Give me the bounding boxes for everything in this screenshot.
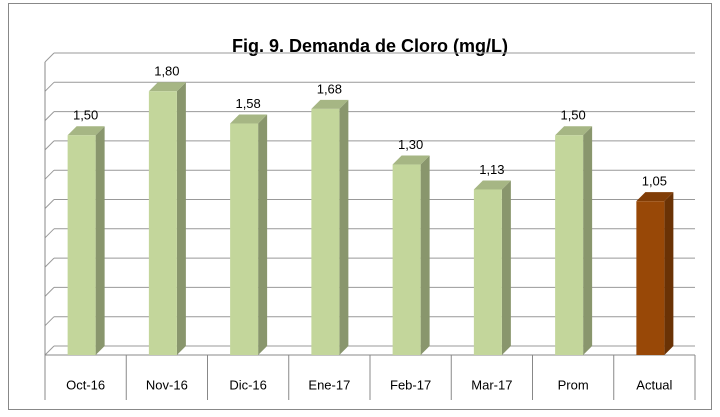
x-tick-label: Prom [558, 377, 589, 392]
x-tick-label: Mar-17 [471, 377, 512, 392]
grid-line-side [44, 316, 55, 327]
bar-top [555, 126, 593, 136]
data-label: 1,50 [560, 108, 585, 123]
grid-line-side [44, 111, 55, 121]
bar-top [148, 82, 186, 92]
bar [230, 123, 259, 355]
bar-side [339, 99, 349, 355]
grid-line-side [44, 199, 55, 209]
bar [473, 189, 502, 355]
grid-line-side [44, 52, 55, 63]
x-tick-label: Dic-16 [229, 377, 267, 392]
bar [636, 201, 665, 355]
data-label: 1,30 [398, 137, 423, 152]
bar [392, 164, 421, 355]
grid-line-side [44, 169, 55, 180]
bar-top [473, 180, 511, 190]
grid-line-side [44, 257, 55, 268]
chart-title: Fig. 9. Demanda de Cloro (mg/L) [232, 36, 508, 56]
bar [555, 135, 584, 355]
grid-line-side [44, 228, 55, 239]
bar-side [95, 126, 105, 355]
data-label: 1,68 [317, 81, 342, 96]
bar [148, 91, 177, 356]
data-label: 1,05 [642, 174, 667, 189]
grid-line-side [44, 140, 55, 151]
bar-top [311, 99, 349, 109]
x-tick-label: Oct-16 [66, 377, 105, 392]
chart-border [8, 3, 712, 410]
x-tick-label: Ene-17 [308, 377, 350, 392]
data-label: 1,58 [235, 96, 260, 111]
x-tick-label: Nov-16 [146, 377, 188, 392]
bar [67, 135, 96, 355]
data-label: 1,80 [154, 64, 179, 79]
bar-top [67, 126, 105, 136]
bar [311, 108, 340, 355]
data-label: 1,13 [479, 162, 504, 177]
bar-side [420, 155, 430, 355]
grid-line-side [44, 287, 55, 297]
bar-side [501, 180, 511, 355]
x-tick-label: Feb-17 [390, 377, 431, 392]
bar-side [258, 114, 268, 355]
bar-top [230, 114, 268, 124]
grid-line-side [44, 345, 55, 356]
bar-side [176, 82, 186, 356]
bar-side [583, 126, 593, 355]
bar-top [392, 155, 430, 165]
x-tick-label: Actual [636, 377, 672, 392]
data-label: 1,50 [73, 108, 98, 123]
bar-top [636, 192, 674, 202]
grid-line-side [44, 81, 55, 92]
bar-side [664, 192, 674, 355]
